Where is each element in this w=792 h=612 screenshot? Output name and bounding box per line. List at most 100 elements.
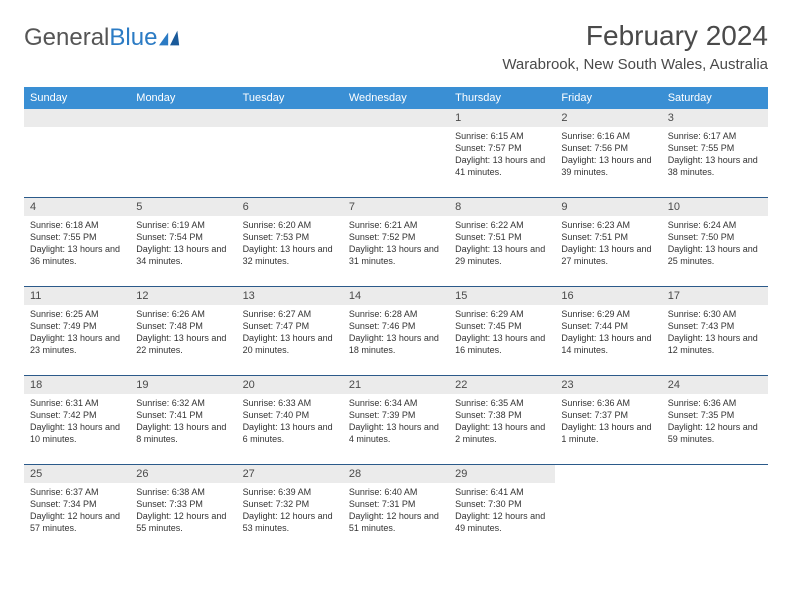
weekday-saturday: Saturday bbox=[662, 87, 768, 109]
day-line: Sunrise: 6:24 AM bbox=[668, 219, 762, 231]
day-number: 25 bbox=[24, 465, 130, 483]
day-number: 23 bbox=[555, 376, 661, 394]
day-line: Sunrise: 6:27 AM bbox=[243, 308, 337, 320]
day-line: Sunset: 7:30 PM bbox=[455, 498, 549, 510]
day-line: Sunset: 7:47 PM bbox=[243, 320, 337, 332]
calendar-cell: 26Sunrise: 6:38 AMSunset: 7:33 PMDayligh… bbox=[130, 465, 236, 553]
calendar-cell: 3Sunrise: 6:17 AMSunset: 7:55 PMDaylight… bbox=[662, 109, 768, 197]
day-number: 29 bbox=[449, 465, 555, 483]
day-number: 9 bbox=[555, 198, 661, 216]
header-right: February 2024 Warabrook, New South Wales… bbox=[502, 20, 768, 77]
weekday-thursday: Thursday bbox=[449, 87, 555, 109]
calendar-cell: 11Sunrise: 6:25 AMSunset: 7:49 PMDayligh… bbox=[24, 287, 130, 375]
day-number: 12 bbox=[130, 287, 236, 305]
logo-text-gray: General bbox=[24, 24, 109, 52]
day-content: Sunrise: 6:27 AMSunset: 7:47 PMDaylight:… bbox=[237, 305, 343, 361]
day-line: Sunrise: 6:32 AM bbox=[136, 397, 230, 409]
day-line: Sunset: 7:33 PM bbox=[136, 498, 230, 510]
day-content: Sunrise: 6:32 AMSunset: 7:41 PMDaylight:… bbox=[130, 394, 236, 450]
day-line: Daylight: 12 hours and 55 minutes. bbox=[136, 510, 230, 534]
day-content: Sunrise: 6:38 AMSunset: 7:33 PMDaylight:… bbox=[130, 483, 236, 539]
day-number: 15 bbox=[449, 287, 555, 305]
day-content: Sunrise: 6:19 AMSunset: 7:54 PMDaylight:… bbox=[130, 216, 236, 272]
logo: GeneralBlue bbox=[24, 24, 181, 52]
day-number: 1 bbox=[449, 109, 555, 127]
day-number: 14 bbox=[343, 287, 449, 305]
calendar-cell: 12Sunrise: 6:26 AMSunset: 7:48 PMDayligh… bbox=[130, 287, 236, 375]
calendar-cell bbox=[237, 109, 343, 197]
calendar-cell: 19Sunrise: 6:32 AMSunset: 7:41 PMDayligh… bbox=[130, 376, 236, 464]
day-line: Sunrise: 6:39 AM bbox=[243, 486, 337, 498]
calendar-cell: 18Sunrise: 6:31 AMSunset: 7:42 PMDayligh… bbox=[24, 376, 130, 464]
calendar-week: 1Sunrise: 6:15 AMSunset: 7:57 PMDaylight… bbox=[24, 109, 768, 198]
day-line: Daylight: 13 hours and 29 minutes. bbox=[455, 243, 549, 267]
day-number: 13 bbox=[237, 287, 343, 305]
day-line: Daylight: 13 hours and 16 minutes. bbox=[455, 332, 549, 356]
day-number-empty bbox=[24, 109, 130, 127]
day-line: Daylight: 13 hours and 12 minutes. bbox=[668, 332, 762, 356]
day-line: Daylight: 13 hours and 25 minutes. bbox=[668, 243, 762, 267]
calendar-cell bbox=[343, 109, 449, 197]
calendar-cell: 23Sunrise: 6:36 AMSunset: 7:37 PMDayligh… bbox=[555, 376, 661, 464]
day-number-empty bbox=[343, 109, 449, 127]
day-line: Sunset: 7:46 PM bbox=[349, 320, 443, 332]
day-content: Sunrise: 6:30 AMSunset: 7:43 PMDaylight:… bbox=[662, 305, 768, 361]
calendar-cell: 27Sunrise: 6:39 AMSunset: 7:32 PMDayligh… bbox=[237, 465, 343, 553]
day-content: Sunrise: 6:20 AMSunset: 7:53 PMDaylight:… bbox=[237, 216, 343, 272]
day-number: 5 bbox=[130, 198, 236, 216]
calendar-cell: 5Sunrise: 6:19 AMSunset: 7:54 PMDaylight… bbox=[130, 198, 236, 286]
day-line: Sunset: 7:55 PM bbox=[30, 231, 124, 243]
day-number: 11 bbox=[24, 287, 130, 305]
day-line: Sunset: 7:32 PM bbox=[243, 498, 337, 510]
day-line: Sunrise: 6:40 AM bbox=[349, 486, 443, 498]
day-line: Sunset: 7:45 PM bbox=[455, 320, 549, 332]
day-content: Sunrise: 6:25 AMSunset: 7:49 PMDaylight:… bbox=[24, 305, 130, 361]
calendar-cell: 29Sunrise: 6:41 AMSunset: 7:30 PMDayligh… bbox=[449, 465, 555, 553]
calendar-cell bbox=[555, 465, 661, 553]
day-line: Daylight: 13 hours and 2 minutes. bbox=[455, 421, 549, 445]
day-line: Sunrise: 6:22 AM bbox=[455, 219, 549, 231]
day-number: 10 bbox=[662, 198, 768, 216]
month-title: February 2024 bbox=[502, 20, 768, 52]
logo-sail-icon bbox=[159, 30, 181, 46]
day-line: Sunrise: 6:30 AM bbox=[668, 308, 762, 320]
calendar-cell: 14Sunrise: 6:28 AMSunset: 7:46 PMDayligh… bbox=[343, 287, 449, 375]
calendar-cell: 2Sunrise: 6:16 AMSunset: 7:56 PMDaylight… bbox=[555, 109, 661, 197]
calendar-week: 25Sunrise: 6:37 AMSunset: 7:34 PMDayligh… bbox=[24, 465, 768, 553]
day-content: Sunrise: 6:33 AMSunset: 7:40 PMDaylight:… bbox=[237, 394, 343, 450]
day-number: 7 bbox=[343, 198, 449, 216]
day-line: Sunset: 7:41 PM bbox=[136, 409, 230, 421]
calendar-cell: 17Sunrise: 6:30 AMSunset: 7:43 PMDayligh… bbox=[662, 287, 768, 375]
weeks-container: 1Sunrise: 6:15 AMSunset: 7:57 PMDaylight… bbox=[24, 109, 768, 553]
day-line: Daylight: 13 hours and 36 minutes. bbox=[30, 243, 124, 267]
page-header: GeneralBlue February 2024 Warabrook, New… bbox=[24, 20, 768, 77]
day-line: Sunset: 7:48 PM bbox=[136, 320, 230, 332]
day-line: Daylight: 13 hours and 34 minutes. bbox=[136, 243, 230, 267]
day-number: 8 bbox=[449, 198, 555, 216]
day-content: Sunrise: 6:23 AMSunset: 7:51 PMDaylight:… bbox=[555, 216, 661, 272]
day-content: Sunrise: 6:16 AMSunset: 7:56 PMDaylight:… bbox=[555, 127, 661, 183]
calendar-cell: 9Sunrise: 6:23 AMSunset: 7:51 PMDaylight… bbox=[555, 198, 661, 286]
day-line: Daylight: 13 hours and 32 minutes. bbox=[243, 243, 337, 267]
calendar-cell: 8Sunrise: 6:22 AMSunset: 7:51 PMDaylight… bbox=[449, 198, 555, 286]
calendar-cell: 6Sunrise: 6:20 AMSunset: 7:53 PMDaylight… bbox=[237, 198, 343, 286]
day-line: Sunset: 7:52 PM bbox=[349, 231, 443, 243]
day-content: Sunrise: 6:29 AMSunset: 7:44 PMDaylight:… bbox=[555, 305, 661, 361]
weekday-tuesday: Tuesday bbox=[237, 87, 343, 109]
day-line: Daylight: 12 hours and 51 minutes. bbox=[349, 510, 443, 534]
calendar-cell: 1Sunrise: 6:15 AMSunset: 7:57 PMDaylight… bbox=[449, 109, 555, 197]
day-line: Sunset: 7:37 PM bbox=[561, 409, 655, 421]
day-line: Daylight: 13 hours and 38 minutes. bbox=[668, 154, 762, 178]
day-line: Sunset: 7:56 PM bbox=[561, 142, 655, 154]
day-line: Daylight: 13 hours and 8 minutes. bbox=[136, 421, 230, 445]
day-line: Sunrise: 6:33 AM bbox=[243, 397, 337, 409]
day-line: Sunset: 7:57 PM bbox=[455, 142, 549, 154]
day-content: Sunrise: 6:39 AMSunset: 7:32 PMDaylight:… bbox=[237, 483, 343, 539]
day-number: 27 bbox=[237, 465, 343, 483]
day-line: Daylight: 13 hours and 39 minutes. bbox=[561, 154, 655, 178]
day-content: Sunrise: 6:37 AMSunset: 7:34 PMDaylight:… bbox=[24, 483, 130, 539]
day-content: Sunrise: 6:34 AMSunset: 7:39 PMDaylight:… bbox=[343, 394, 449, 450]
day-line: Sunrise: 6:19 AM bbox=[136, 219, 230, 231]
day-number: 6 bbox=[237, 198, 343, 216]
weekday-monday: Monday bbox=[130, 87, 236, 109]
